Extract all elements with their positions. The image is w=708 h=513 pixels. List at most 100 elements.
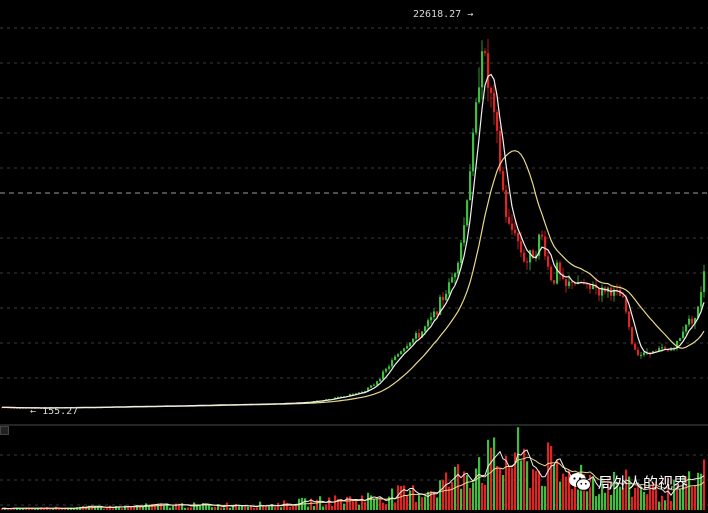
volume-bar xyxy=(454,466,457,510)
volume-bar xyxy=(577,489,580,510)
volume-bar xyxy=(295,505,298,510)
candle-down xyxy=(622,295,625,298)
candle-down xyxy=(511,223,514,230)
volume-bar xyxy=(166,503,169,510)
volume-bar xyxy=(175,503,178,510)
candle-up xyxy=(703,271,706,293)
volume-bar xyxy=(10,508,13,510)
candle-up xyxy=(592,284,595,289)
volume-bar xyxy=(625,469,628,510)
volume-bar xyxy=(340,499,343,510)
volume-bar xyxy=(247,506,250,510)
volume-bar xyxy=(157,503,160,510)
volume-bar xyxy=(229,507,232,510)
volume-bar xyxy=(31,508,34,510)
candle-up xyxy=(466,200,469,226)
candle-up xyxy=(433,311,436,318)
candle-down xyxy=(565,279,568,287)
volume-bar xyxy=(391,488,394,510)
volume-bar xyxy=(250,504,253,510)
candle-up xyxy=(478,87,481,103)
volume-bar xyxy=(493,437,496,510)
volume-bar xyxy=(703,459,706,510)
volume-bar xyxy=(445,472,448,510)
candle-up xyxy=(439,296,442,315)
volume-bar xyxy=(352,501,355,510)
volume-bar xyxy=(58,508,61,510)
volume-bar xyxy=(349,496,352,510)
volume-bar xyxy=(523,448,526,510)
candle-down xyxy=(13,407,16,409)
volume-bar xyxy=(592,478,595,510)
volume-bar xyxy=(616,484,619,510)
volume-bar xyxy=(25,508,28,510)
volume-bar xyxy=(520,460,523,510)
volume-bar xyxy=(511,468,514,510)
volume-bar xyxy=(490,447,493,510)
candle-up xyxy=(406,346,409,349)
volume-bar xyxy=(22,508,25,510)
candle-up xyxy=(661,347,664,349)
volume-bar xyxy=(649,484,652,510)
volume-bar xyxy=(670,501,673,510)
volume-bar xyxy=(184,507,187,510)
candle-down xyxy=(442,296,445,301)
volume-bar xyxy=(205,505,208,510)
volume-bar xyxy=(679,489,682,510)
candle-up xyxy=(697,306,700,318)
candle-up xyxy=(379,379,382,382)
volume-bar xyxy=(121,508,124,510)
panel-toggle[interactable] xyxy=(0,426,9,435)
volume-bar xyxy=(562,473,565,510)
volume-bar xyxy=(646,494,649,510)
candle-down xyxy=(514,229,517,234)
volume-bar xyxy=(127,505,130,510)
volume-bar xyxy=(664,500,667,510)
volume-bar xyxy=(652,482,655,510)
candle-up xyxy=(409,342,412,347)
volume-bar xyxy=(244,506,247,510)
candle-up xyxy=(448,282,451,294)
volume-bar xyxy=(436,497,439,510)
price-grid xyxy=(0,27,708,379)
volume-bar xyxy=(313,505,316,510)
candle-down xyxy=(517,233,520,242)
volume-bar xyxy=(655,481,658,510)
candle-down xyxy=(490,87,493,93)
volume-bar xyxy=(478,457,481,510)
candle-down xyxy=(664,347,667,350)
candle-down xyxy=(574,282,577,285)
volume-bar xyxy=(265,506,268,510)
volume-bar xyxy=(115,505,118,510)
volume-bar xyxy=(439,480,442,510)
volume-bar xyxy=(358,504,361,510)
candle-down xyxy=(589,284,592,289)
volume-bar xyxy=(451,482,454,510)
volume-bar xyxy=(697,472,700,510)
volume-bar xyxy=(289,506,292,510)
volume-bar xyxy=(457,464,460,510)
volume-bar xyxy=(196,504,199,510)
volume-bar xyxy=(472,482,475,510)
volume-bar xyxy=(448,486,451,510)
volume-bar xyxy=(316,499,319,510)
volume-bar xyxy=(640,488,643,510)
volume-bar xyxy=(673,479,676,510)
volume-bar xyxy=(322,506,325,510)
volume-bar xyxy=(568,470,571,510)
volume-bar xyxy=(418,495,421,510)
volume-bar xyxy=(460,488,463,510)
volume-bar xyxy=(319,496,322,510)
volume-bar xyxy=(43,508,46,510)
candle-up xyxy=(694,317,697,324)
candle-down xyxy=(493,92,496,113)
volume-bar xyxy=(181,503,184,510)
max-price-label: 22618.27 → xyxy=(413,9,473,20)
volume-bar xyxy=(148,505,151,510)
candle-up xyxy=(376,381,379,385)
volume-bar xyxy=(370,495,373,510)
candle-down xyxy=(559,262,562,274)
volume-bar xyxy=(496,465,499,510)
volume-bar xyxy=(514,452,517,510)
volume-bar xyxy=(394,502,397,510)
